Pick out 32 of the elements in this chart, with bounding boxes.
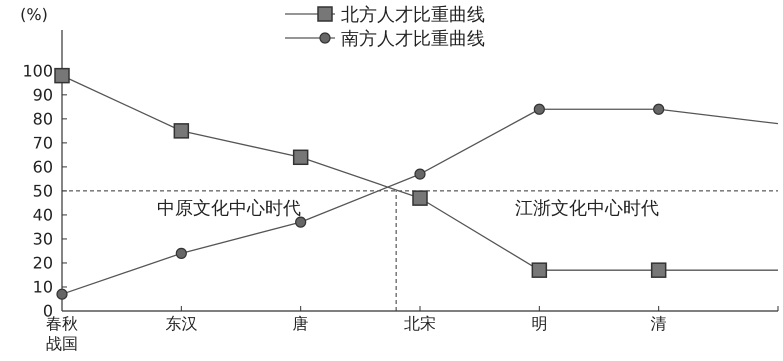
point <box>653 104 664 115</box>
y-axis-title: (%) <box>20 5 48 24</box>
point <box>56 288 68 300</box>
point <box>650 262 666 278</box>
point <box>292 150 308 166</box>
x-tick-label: 东汉 <box>165 314 198 333</box>
y-tick-label: 80 <box>32 109 53 128</box>
point <box>534 104 545 115</box>
y-tick-label: 40 <box>32 206 53 225</box>
y-tick-label: 10 <box>32 278 53 297</box>
x-tick-label: 唐 <box>292 314 309 333</box>
legend-label: 北方人才比重曲线 <box>341 4 485 26</box>
y-tick-label: 60 <box>32 157 53 176</box>
point <box>174 123 190 139</box>
y-tick-label: 30 <box>32 230 53 249</box>
y-tick-label: 70 <box>32 133 53 152</box>
x-tick-label: 北宋 <box>404 314 436 333</box>
point <box>295 216 306 228</box>
point <box>412 190 428 206</box>
annotation: 中原文化中心时代 <box>157 198 302 220</box>
y-tick-label: 100 <box>22 61 53 80</box>
point <box>414 168 426 180</box>
y-tick-label: 50 <box>32 182 53 201</box>
legend-label: 南方人才比重曲线 <box>341 28 485 50</box>
annotation: 江浙文化中心时代 <box>515 198 660 220</box>
point <box>176 248 187 259</box>
point <box>532 262 548 278</box>
x-tick-label: 明 <box>531 314 548 333</box>
y-tick-label: 20 <box>32 254 53 273</box>
x-tick-label: 清 <box>650 314 667 333</box>
y-tick-label: 90 <box>32 85 53 104</box>
point <box>54 68 70 84</box>
